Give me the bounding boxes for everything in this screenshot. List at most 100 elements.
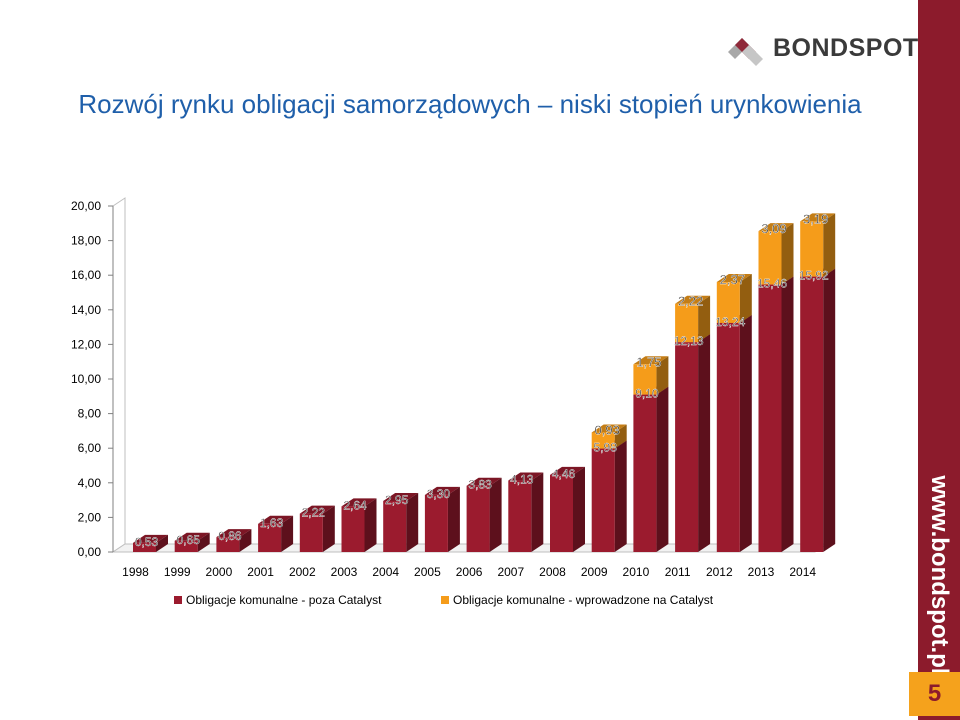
bar-segment-poza-catalyst [675, 342, 699, 552]
bar-segment-na-catalyst-top [675, 295, 711, 304]
bar-segment-poza-catalyst [174, 540, 198, 552]
x-tick-label: 2002 [289, 565, 316, 579]
bar-segment-na-catalyst [800, 221, 824, 277]
bar-segment-poza-catalyst [758, 284, 782, 552]
bar-segment-poza-catalyst [508, 480, 532, 552]
bar-segment-na-catalyst-top [800, 213, 836, 222]
bar-segment-poza-catalyst [466, 485, 490, 552]
data-label-poza-catalyst: 15,92 [799, 269, 829, 283]
bar-segment-poza-catalyst-side [197, 532, 210, 552]
bar-segment-poza-catalyst-side [781, 276, 794, 552]
data-label-na-catalyst: 0,93 [595, 422, 620, 437]
bar-segment-na-catalyst [716, 281, 740, 323]
bar-segment-poza-catalyst [633, 394, 657, 552]
bar-segment-poza-catalyst [550, 474, 573, 552]
bar-segment-poza-catalyst-side [823, 268, 836, 552]
x-tick-label: 2005 [414, 565, 441, 579]
y-tick-label: 0,00 [78, 545, 102, 559]
x-tick-label: 2000 [206, 565, 233, 579]
bar-segment-poza-catalyst-top [174, 532, 210, 541]
bar-segment-poza-catalyst [216, 537, 240, 552]
data-label-poza-catalyst: 5,98 [594, 441, 618, 455]
data-label-poza-catalyst: 2,22 [302, 506, 326, 520]
x-tick-label: 2012 [706, 565, 733, 579]
logo-text: BONDSPOT [773, 34, 919, 62]
data-label-poza-catalyst: 0,53 [135, 535, 159, 549]
bar-segment-na-catalyst-top [633, 356, 669, 365]
data-label-poza-catalyst: 2,64 [343, 498, 367, 512]
bar-segment-na-catalyst [675, 303, 699, 343]
bar-segment-poza-catalyst-top [424, 486, 460, 495]
y-tick-label: 2,00 [78, 510, 102, 524]
x-tick-label: 2010 [623, 565, 650, 579]
bar-segment-poza-catalyst-top [258, 515, 294, 524]
right-sidebar [918, 0, 960, 720]
bar-segment-poza-catalyst-top [550, 466, 585, 475]
bar-segment-na-catalyst-side [781, 223, 794, 285]
y-tick-label: 12,00 [71, 337, 101, 351]
bar-segment-poza-catalyst-side [614, 440, 627, 552]
bar-segment-poza-catalyst-top [216, 529, 252, 538]
website-url: www.bondspot.pl [926, 475, 953, 675]
data-label-na-catalyst: 3,19 [803, 211, 828, 226]
x-tick-label: 2011 [665, 565, 691, 579]
bar-segment-poza-catalyst-side [156, 534, 168, 552]
side-wall [112, 197, 126, 553]
x-tick-label: 2001 [247, 565, 274, 579]
y-tick-label: 16,00 [71, 268, 101, 282]
legend-item-poza-catalyst: Obligacje komunalne - poza Catalyst [174, 592, 381, 607]
data-label-na-catalyst: 3,09 [761, 221, 786, 236]
bar-segment-na-catalyst-side [698, 295, 711, 343]
bar-segment-na-catalyst-side [614, 424, 627, 449]
x-tick-label: 1998 [122, 565, 149, 579]
bar-segment-poza-catalyst-top [299, 505, 335, 514]
x-tick-label: 2013 [748, 565, 775, 579]
bar-segment-poza-catalyst-top [508, 472, 544, 481]
slide-title: Rozwój rynku obligacji samorządowych – n… [78, 89, 862, 119]
x-tick-label: 2006 [456, 565, 483, 579]
data-label-poza-catalyst: 0,86 [218, 529, 242, 543]
data-label-na-catalyst: 2,37 [720, 272, 745, 287]
bar-segment-na-catalyst-top [758, 223, 794, 232]
bar-segment-poza-catalyst-side [364, 498, 377, 552]
legend-label: Obligacje komunalne - wprowadzone na Cat… [453, 592, 714, 607]
data-label-poza-catalyst: 12,13 [674, 334, 704, 348]
bar-segment-poza-catalyst-side [573, 466, 585, 552]
bar-segment-poza-catalyst-top [133, 534, 168, 543]
bar-segment-poza-catalyst [299, 513, 323, 552]
x-tick-label: 2003 [331, 565, 358, 579]
bar-segment-na-catalyst [633, 364, 657, 395]
legend-label: Obligacje komunalne - poza Catalyst [186, 592, 382, 607]
bar-segment-poza-catalyst [800, 276, 824, 552]
y-tick-label: 4,00 [78, 476, 102, 490]
bar-segment-poza-catalyst [341, 506, 365, 552]
x-tick-label: 2008 [539, 565, 566, 579]
data-label-poza-catalyst: 2,95 [385, 493, 409, 507]
bar-segment-poza-catalyst [424, 494, 448, 552]
bar-segment-poza-catalyst-side [281, 515, 294, 552]
y-tick-label: 6,00 [78, 441, 102, 455]
bar-segment-poza-catalyst-side [531, 472, 544, 552]
bar-segment-poza-catalyst-side [739, 314, 752, 552]
data-label-poza-catalyst: 3,30 [427, 487, 451, 501]
data-label-poza-catalyst: 15,46 [757, 277, 787, 291]
legend-swatch-red [174, 595, 182, 604]
bar-segment-poza-catalyst [383, 500, 407, 552]
bar-segment-poza-catalyst-side [698, 334, 711, 552]
x-tick-label: 2009 [581, 565, 608, 579]
x-tick-label: 1999 [164, 565, 191, 579]
legend-item-na-catalyst: Obligacje komunalne - wprowadzone na Cat… [441, 592, 713, 607]
x-tick-label: 2007 [497, 565, 524, 579]
page-number: 5 [909, 672, 960, 716]
data-label-na-catalyst: 1,75 [636, 354, 661, 369]
bar-segment-na-catalyst-side [739, 273, 752, 323]
x-tick-label: 2014 [789, 565, 816, 579]
y-tick-label: 8,00 [78, 407, 102, 421]
bar-segment-na-catalyst-side [656, 356, 669, 395]
bar-segment-poza-catalyst [133, 542, 156, 552]
bar-segment-poza-catalyst-side [322, 505, 335, 552]
bar-segment-poza-catalyst-side [406, 492, 419, 552]
data-label-poza-catalyst: 13,24 [715, 315, 745, 329]
